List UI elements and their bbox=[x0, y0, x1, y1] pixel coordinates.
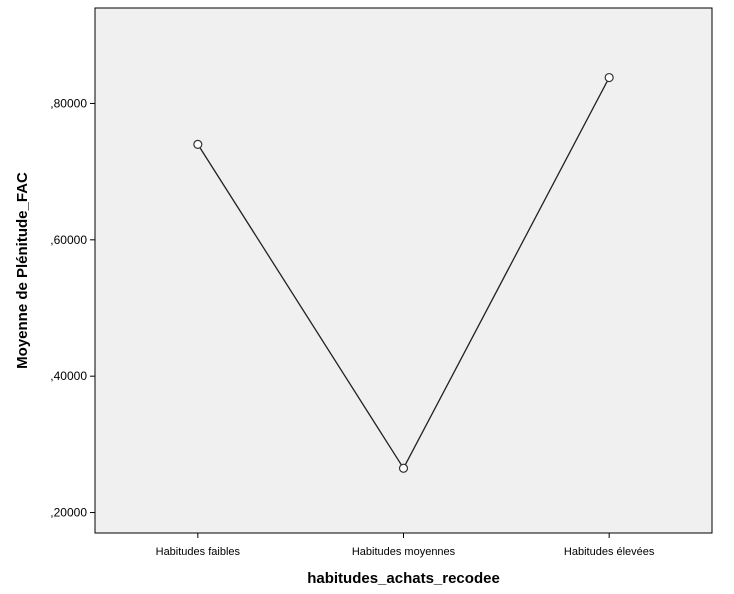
y-tick-label: ,80000 bbox=[50, 96, 87, 110]
y-axis-ticks: ,20000 ,40000 ,60000 ,80000 bbox=[50, 96, 95, 520]
series-layer bbox=[193, 72, 614, 473]
y-tick-label: ,60000 bbox=[50, 233, 87, 247]
x-tick-label: Habitudes faibles bbox=[156, 546, 241, 558]
plot-area bbox=[94, 7, 713, 534]
data-point bbox=[604, 72, 614, 83]
y-tick-label: ,20000 bbox=[50, 506, 87, 520]
x-axis-title: habitudes_achats_recodee bbox=[307, 570, 500, 587]
y-axis-title: Moyenne de Plénitude_FAC bbox=[14, 172, 31, 369]
x-tick-label: Habitudes moyennes bbox=[352, 546, 456, 558]
data-point bbox=[398, 463, 409, 473]
x-tick-label: Habitudes élevées bbox=[564, 546, 655, 558]
x-axis-ticks: Habitudes faibles Habitudes moyennes Habit… bbox=[156, 533, 655, 558]
y-tick-label: ,40000 bbox=[50, 369, 87, 383]
data-point bbox=[193, 139, 203, 149]
